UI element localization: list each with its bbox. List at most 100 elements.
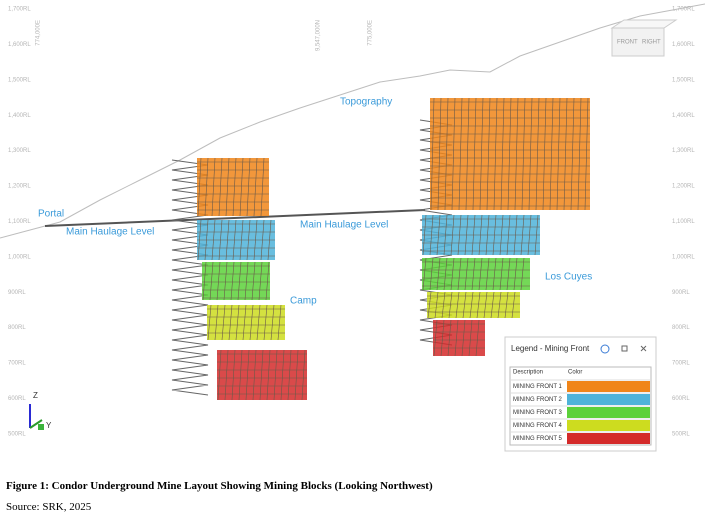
mesh-line [253,157,258,217]
mesh-line [246,157,251,217]
decline-ramp [171,159,209,396]
mesh-line [556,97,561,211]
mesh-line [486,97,491,211]
source: Source: SRK, 2025 [6,501,92,513]
mesh-line [280,349,285,401]
elevation-label: 1,600RL [8,42,31,48]
mesh-line [490,291,495,319]
elevation-label: 1,000RL [672,254,695,260]
mesh-line [500,97,505,211]
mesh-line [251,261,256,301]
mesh-line [245,349,250,401]
elevation-label: 1,500RL [672,77,695,83]
mesh-line [504,291,509,319]
mesh-line [468,319,473,357]
mesh-line [479,97,484,211]
mesh-line [238,349,243,401]
mesh-line [202,261,207,301]
legend-row-label: MINING FRONT 4 [513,423,563,429]
mesh-line [450,257,455,291]
elevation-label: 600RL [672,396,690,402]
gizmo-box [38,424,44,430]
elevation-label: 1,000RL [8,254,31,260]
mining-block [430,98,590,210]
mesh-line [447,319,452,357]
mesh-line [506,257,511,291]
mesh-line [528,97,533,211]
mesh-line [443,257,448,291]
mesh-line [232,157,237,217]
topography-line [0,3,705,239]
legend-swatch [567,394,650,405]
elevation-label: 500RL [672,431,690,437]
caption: Figure 1: Condor Underground Mine Layout… [6,480,433,492]
mining-block [217,350,307,400]
mesh-line [197,157,202,217]
mesh-line [461,319,466,357]
mining-block [422,258,530,290]
legend-swatch [567,420,650,431]
elevation-label: 900RL [8,290,26,296]
mesh-line [448,291,453,319]
mesh-line [483,291,488,319]
maximize-icon [621,345,628,352]
mesh-line [239,157,244,217]
elevation-label: 1,300RL [672,148,695,154]
mesh-line [444,97,449,211]
mesh-line [217,349,222,401]
mesh-line [207,304,212,341]
elevation-label: 1,600RL [672,42,695,48]
mesh-line [228,304,233,341]
elevation-label: 800RL [8,325,26,331]
legend-row-label: MINING FRONT 5 [513,436,563,442]
mesh-line [437,97,442,211]
grid-label: 9,547,000N [316,20,322,51]
mesh-line [237,261,242,301]
mesh-line [436,257,441,291]
mesh-line [242,304,247,341]
elevation-label: 1,100RL [672,219,695,225]
elevation-label: 1,400RL [672,113,695,119]
legend: Legend - Mining Front Description Color MIN… [504,336,657,452]
mesh-line [485,257,490,291]
mesh-line [511,291,516,319]
annotation: Topography [340,97,392,108]
mesh-line [451,97,456,211]
mesh-line [270,304,275,341]
elevation-label: 500RL [8,431,26,437]
mesh-line [287,349,292,401]
axis-gizmo [29,404,44,430]
legend-row-label: MINING FRONT 2 [513,397,563,403]
legend-header: Description [513,370,543,376]
mesh-line [577,97,582,211]
mesh-line [260,157,265,217]
mesh-line [263,304,268,341]
mining-block [207,305,285,340]
mine-layout: 1,700RL 1,700RL 1,600RL 1,600RL 1,500RL 1,500… [0,3,705,452]
haulage-line [44,209,426,227]
mesh-line [499,257,504,291]
elevation-label: 1,700RL [8,7,31,13]
mesh-line [429,257,434,291]
elevation-label: 600RL [8,396,26,402]
mesh-line [273,349,278,401]
y-axis [29,419,43,429]
mesh-line [249,304,254,341]
mesh-line [235,304,240,341]
legend-title: Legend - Mining Front [511,344,590,353]
cube-top [610,19,678,29]
mesh-line [258,261,263,301]
mesh-line [265,261,270,301]
mesh-line [514,97,519,211]
mesh-line [277,304,282,341]
mesh-line [457,257,462,291]
mesh-line [462,291,467,319]
mesh-line [455,291,460,319]
elevation-label: 1,200RL [672,184,695,190]
annotation: Los Cuyes [545,272,592,283]
mesh-line [458,97,463,211]
axis-label: Y [46,421,52,430]
mesh-line [507,97,512,211]
mesh-line [584,97,589,211]
